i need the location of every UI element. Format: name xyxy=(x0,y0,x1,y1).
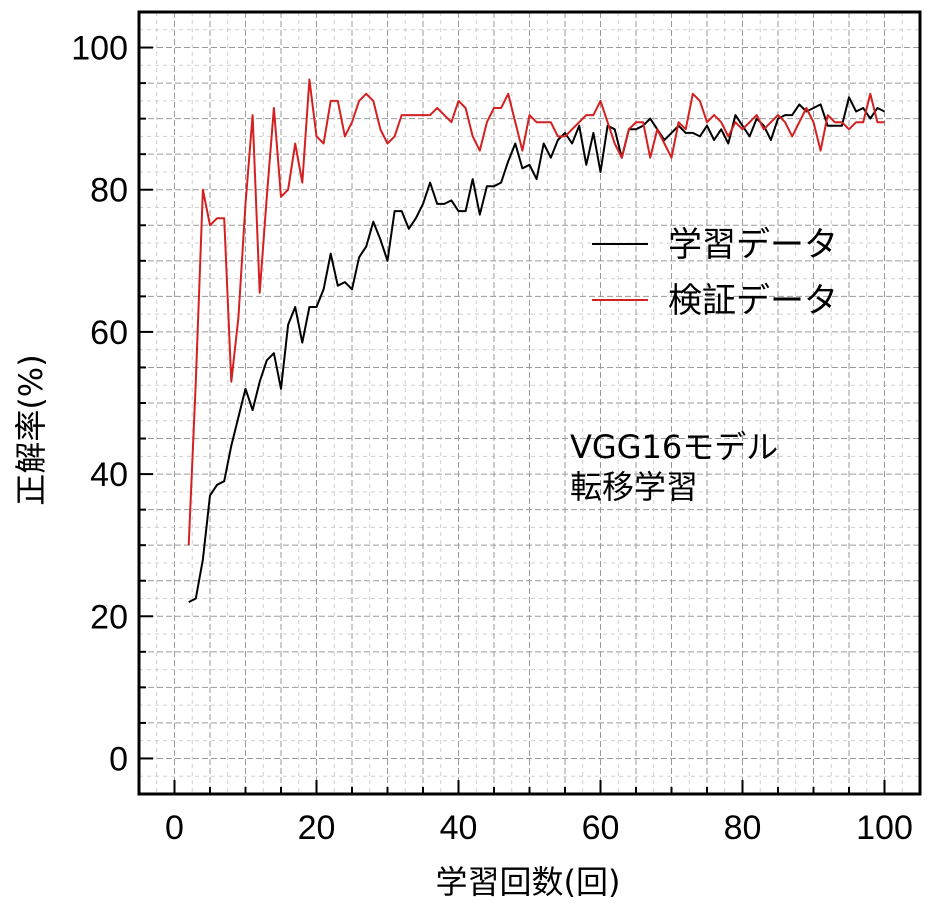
legend-label-val: 検証データ xyxy=(668,281,838,321)
annotation-line-2: 転移学習 xyxy=(570,468,698,506)
y-tick-label: 20 xyxy=(90,598,128,636)
legend-label-train: 学習データ xyxy=(668,225,838,265)
series-line-validation xyxy=(187,78,885,546)
x-tick-label: 100 xyxy=(856,809,913,847)
axis-ticks: 0 20 40 60 80 100 0 20 40 60 80 100 xyxy=(71,30,913,847)
x-tick-label: 60 xyxy=(582,809,620,847)
legend: 学習データ 検証データ xyxy=(592,225,838,321)
y-tick-label: 100 xyxy=(71,30,128,68)
x-tick-label: 40 xyxy=(440,809,478,847)
x-tick-label: 80 xyxy=(724,809,762,847)
annotation: VGG16モデル 転移学習 xyxy=(570,428,778,506)
y-axis-title: 正解率(%) xyxy=(12,354,50,505)
y-tick-label: 0 xyxy=(109,740,128,778)
y-tick-label: 80 xyxy=(90,172,128,210)
grid xyxy=(138,11,921,795)
series-lines xyxy=(187,78,885,603)
series-line-train xyxy=(188,96,885,603)
annotation-line-1: VGG16モデル xyxy=(570,428,778,466)
x-tick-label: 0 xyxy=(165,809,184,847)
x-axis-title: 学習回数(回) xyxy=(436,863,621,901)
x-tick-label: 20 xyxy=(298,809,336,847)
y-tick-label: 60 xyxy=(90,314,128,352)
y-tick-label: 40 xyxy=(90,456,128,494)
